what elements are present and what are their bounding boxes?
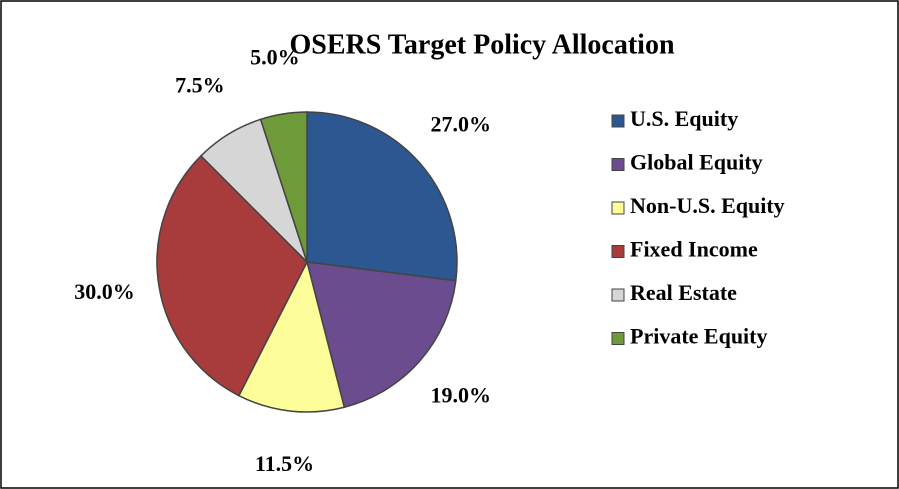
data-label: 27.0%	[431, 111, 492, 136]
data-label: 7.5%	[175, 72, 225, 97]
data-label: 5.0%	[250, 45, 300, 70]
chart-title: OSERS Target Policy Allocation	[289, 29, 674, 60]
pie-slice	[305, 261, 457, 409]
legend-label: Real Estate	[630, 280, 737, 305]
legend-swatch	[611, 158, 625, 171]
legend-swatch	[611, 114, 625, 128]
pie-slice	[156, 154, 308, 397]
legend-label: Fixed Income	[630, 237, 758, 262]
data-label: 19.0%	[431, 383, 492, 408]
data-label: 11.5%	[255, 451, 314, 476]
legend-label: Private Equity	[630, 324, 768, 349]
pie-slice	[237, 259, 346, 413]
legend-label: Non-U.S. Equity	[630, 193, 785, 218]
legend-swatch	[611, 332, 625, 345]
legend-label: Global Equity	[630, 150, 763, 175]
pie-slice	[306, 111, 458, 282]
legend-label: U.S. Equity	[630, 106, 738, 131]
pie-slice	[259, 111, 308, 263]
legend-swatch	[611, 245, 625, 258]
legend-swatch	[611, 201, 625, 215]
data-label: 30.0%	[74, 279, 135, 304]
legend-swatch	[611, 288, 625, 302]
